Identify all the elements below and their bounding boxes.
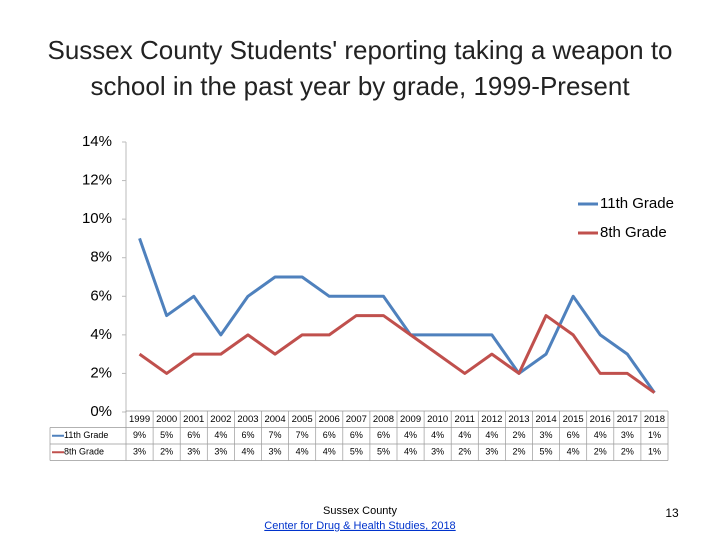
data-label: 2% — [621, 447, 634, 457]
data-label: 4% — [323, 447, 336, 457]
x-tick-label: 2008 — [373, 414, 394, 425]
x-tick-label: 2007 — [346, 414, 367, 425]
data-label: 3% — [485, 447, 498, 457]
data-label: 2% — [512, 430, 525, 440]
data-label: 4% — [567, 447, 580, 457]
data-label: 3% — [269, 447, 282, 457]
table-row-header: 8th Grade — [64, 447, 104, 457]
data-label: 5% — [160, 430, 173, 440]
data-label: 5% — [540, 447, 553, 457]
data-label: 3% — [187, 447, 200, 457]
data-label: 2% — [512, 447, 525, 457]
y-tick-label: 10% — [82, 210, 112, 227]
data-label: 4% — [214, 430, 227, 440]
x-tick-label: 2003 — [237, 414, 258, 425]
table-row-header: 11th Grade — [64, 430, 108, 440]
y-tick-label: 14% — [82, 133, 112, 150]
data-label: 3% — [214, 447, 227, 457]
data-label: 4% — [458, 430, 471, 440]
data-label: 5% — [350, 447, 363, 457]
x-tick-label: 1999 — [129, 414, 150, 425]
footer-link[interactable]: Center for Drug & Health Studies, 2018 — [264, 520, 455, 532]
data-label: 6% — [187, 430, 200, 440]
data-label: 4% — [296, 447, 309, 457]
data-label: 3% — [133, 447, 146, 457]
data-label: 2% — [458, 447, 471, 457]
legend-label: 11th Grade — [600, 195, 674, 212]
data-label: 2% — [160, 447, 173, 457]
data-label: 7% — [296, 430, 309, 440]
data-label: 1% — [648, 447, 661, 457]
data-label: 4% — [241, 447, 254, 457]
data-label: 4% — [485, 430, 498, 440]
page-number: 13 — [665, 506, 679, 520]
x-tick-label: 2001 — [183, 414, 204, 425]
data-label: 6% — [323, 430, 336, 440]
data-label: 6% — [350, 430, 363, 440]
chart-title: Sussex County Students' reporting taking… — [47, 35, 673, 101]
data-label: 6% — [377, 430, 390, 440]
data-label: 7% — [269, 430, 282, 440]
y-tick-label: 6% — [90, 287, 112, 304]
data-label: 3% — [431, 447, 444, 457]
x-tick-label: 2016 — [590, 414, 611, 425]
data-label: 6% — [567, 430, 580, 440]
y-tick-label: 8% — [90, 249, 112, 266]
data-label: 6% — [241, 430, 254, 440]
footer-source: Sussex County — [323, 505, 397, 517]
x-tick-label: 2002 — [210, 414, 231, 425]
y-tick-label: 12% — [82, 172, 112, 189]
legend-label: 8th Grade — [600, 224, 667, 241]
x-tick-label: 2000 — [156, 414, 177, 425]
x-tick-label: 2011 — [455, 414, 475, 425]
data-label: 4% — [431, 430, 444, 440]
y-tick-label: 2% — [90, 364, 112, 381]
x-tick-label: 2004 — [264, 414, 285, 425]
y-tick-label: 4% — [90, 326, 112, 343]
data-label: 9% — [133, 430, 146, 440]
x-tick-label: 2015 — [563, 414, 584, 425]
data-label: 4% — [594, 430, 607, 440]
x-tick-label: 2005 — [292, 414, 313, 425]
x-tick-label: 2012 — [481, 414, 502, 425]
x-tick-label: 2006 — [319, 414, 340, 425]
data-label: 3% — [540, 430, 553, 440]
y-tick-label: 0% — [90, 403, 112, 420]
data-label: 1% — [648, 430, 661, 440]
x-tick-label: 2017 — [617, 414, 638, 425]
x-tick-label: 2010 — [427, 414, 448, 425]
series-line — [138, 314, 656, 394]
series-line — [138, 237, 656, 394]
x-tick-label: 2014 — [535, 414, 556, 425]
x-tick-label: 2009 — [400, 414, 421, 425]
x-tick-label: 2018 — [644, 414, 665, 425]
data-label: 4% — [404, 430, 417, 440]
data-label: 2% — [594, 447, 607, 457]
data-label: 4% — [404, 447, 417, 457]
data-label: 3% — [621, 430, 634, 440]
x-tick-label: 2013 — [508, 414, 529, 425]
data-label: 5% — [377, 447, 390, 457]
